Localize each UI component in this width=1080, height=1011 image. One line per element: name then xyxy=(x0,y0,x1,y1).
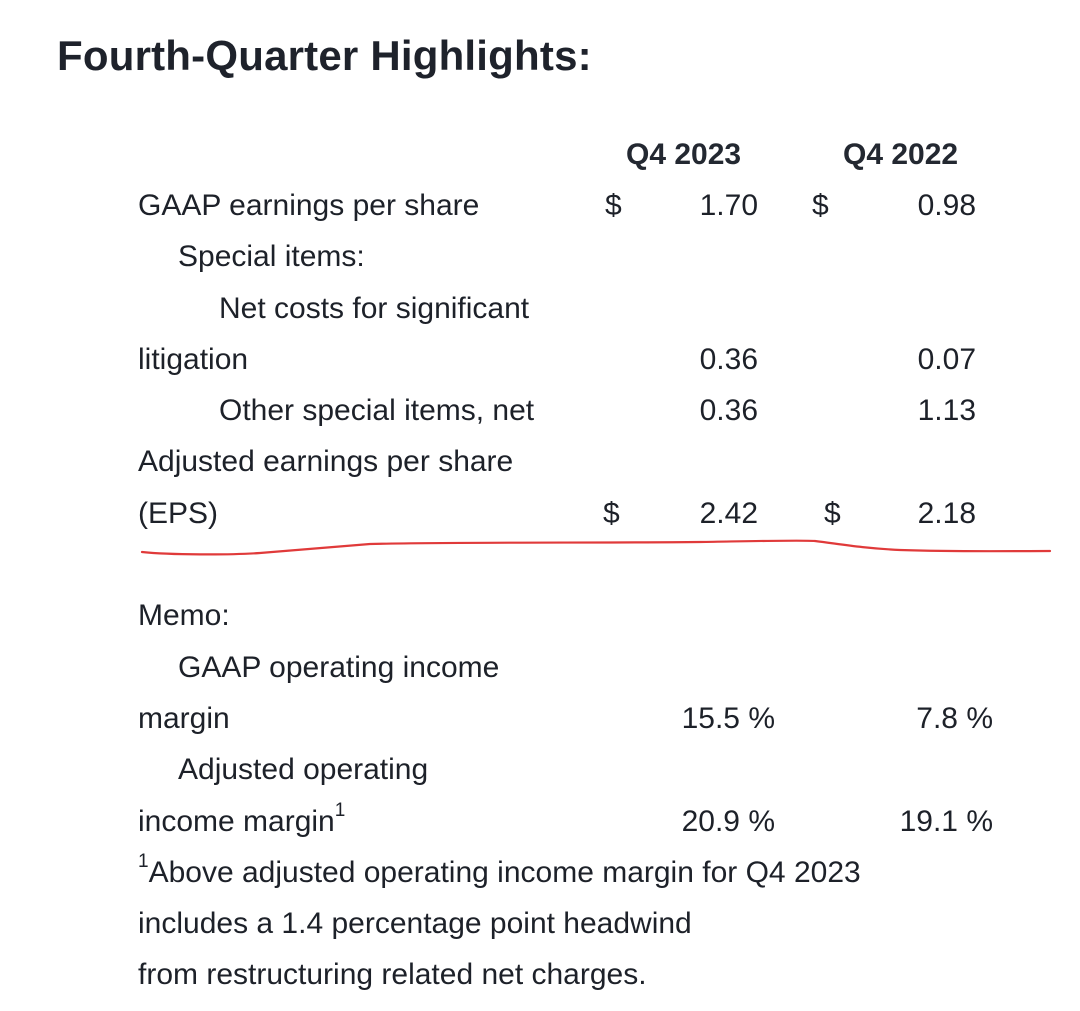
adjusted-margin-q4-2022: 19.1 % xyxy=(899,805,993,838)
footnote-line2: includes a 1.4 percentage point headwind xyxy=(138,907,692,940)
column-header-q4-2022: Q4 2022 xyxy=(843,138,959,171)
adjusted-eps-q4-2023: 2.42 xyxy=(699,497,758,530)
gaap-eps-q4-2022: 0.98 xyxy=(917,189,976,222)
row-label-gaap-eps: GAAP earnings per share xyxy=(138,189,480,222)
currency-symbol: $ xyxy=(603,497,620,530)
footnote-text: Above adjusted operating income margin f… xyxy=(148,856,861,889)
gaap-margin-q4-2022: 7.8 % xyxy=(916,702,993,735)
row-label-adjusted-margin-line1: Adjusted operating xyxy=(178,753,429,786)
other-special-q4-2022: 1.13 xyxy=(917,394,976,427)
page-title: Fourth-Quarter Highlights: xyxy=(57,32,592,79)
row-label-net-costs-line1: Net costs for significant xyxy=(219,292,530,325)
currency-symbol: $ xyxy=(824,497,841,530)
footnote-line3: from restructuring related net charges. xyxy=(138,958,647,991)
red-underline-annotation xyxy=(140,539,1052,556)
row-label-adjusted-margin-line2: income margin1 xyxy=(138,800,346,841)
net-costs-q4-2022: 0.07 xyxy=(917,343,976,376)
row-label-special-items: Special items: xyxy=(178,240,365,273)
row-label-memo: Memo: xyxy=(138,599,230,632)
other-special-q4-2023: 0.36 xyxy=(699,394,758,427)
column-header-q4-2023: Q4 2023 xyxy=(626,138,742,171)
row-label-adjusted-eps-line2: (EPS) xyxy=(138,497,219,530)
adjusted-margin-q4-2023: 20.9 % xyxy=(681,805,775,838)
footnote-mark: 1 xyxy=(334,800,346,821)
row-label-other-special-items: Other special items, net xyxy=(219,394,535,427)
currency-symbol: $ xyxy=(605,189,622,222)
footnote-line1: 1Above adjusted operating income margin … xyxy=(138,851,861,892)
net-costs-q4-2023: 0.36 xyxy=(699,343,758,376)
gaap-margin-q4-2023: 15.5 % xyxy=(681,702,775,735)
adjusted-margin-label-text: income margin xyxy=(138,805,335,838)
gaap-eps-q4-2023: 1.70 xyxy=(699,189,758,222)
footnote-mark: 1 xyxy=(138,851,149,872)
row-label-net-costs-line2: litigation xyxy=(138,343,249,376)
adjusted-eps-q4-2022: 2.18 xyxy=(917,497,976,530)
currency-symbol: $ xyxy=(812,189,829,222)
row-label-gaap-margin-line1: GAAP operating income xyxy=(178,651,500,684)
row-label-adjusted-eps-line1: Adjusted earnings per share xyxy=(138,445,514,478)
row-label-gaap-margin-line2: margin xyxy=(138,702,230,735)
